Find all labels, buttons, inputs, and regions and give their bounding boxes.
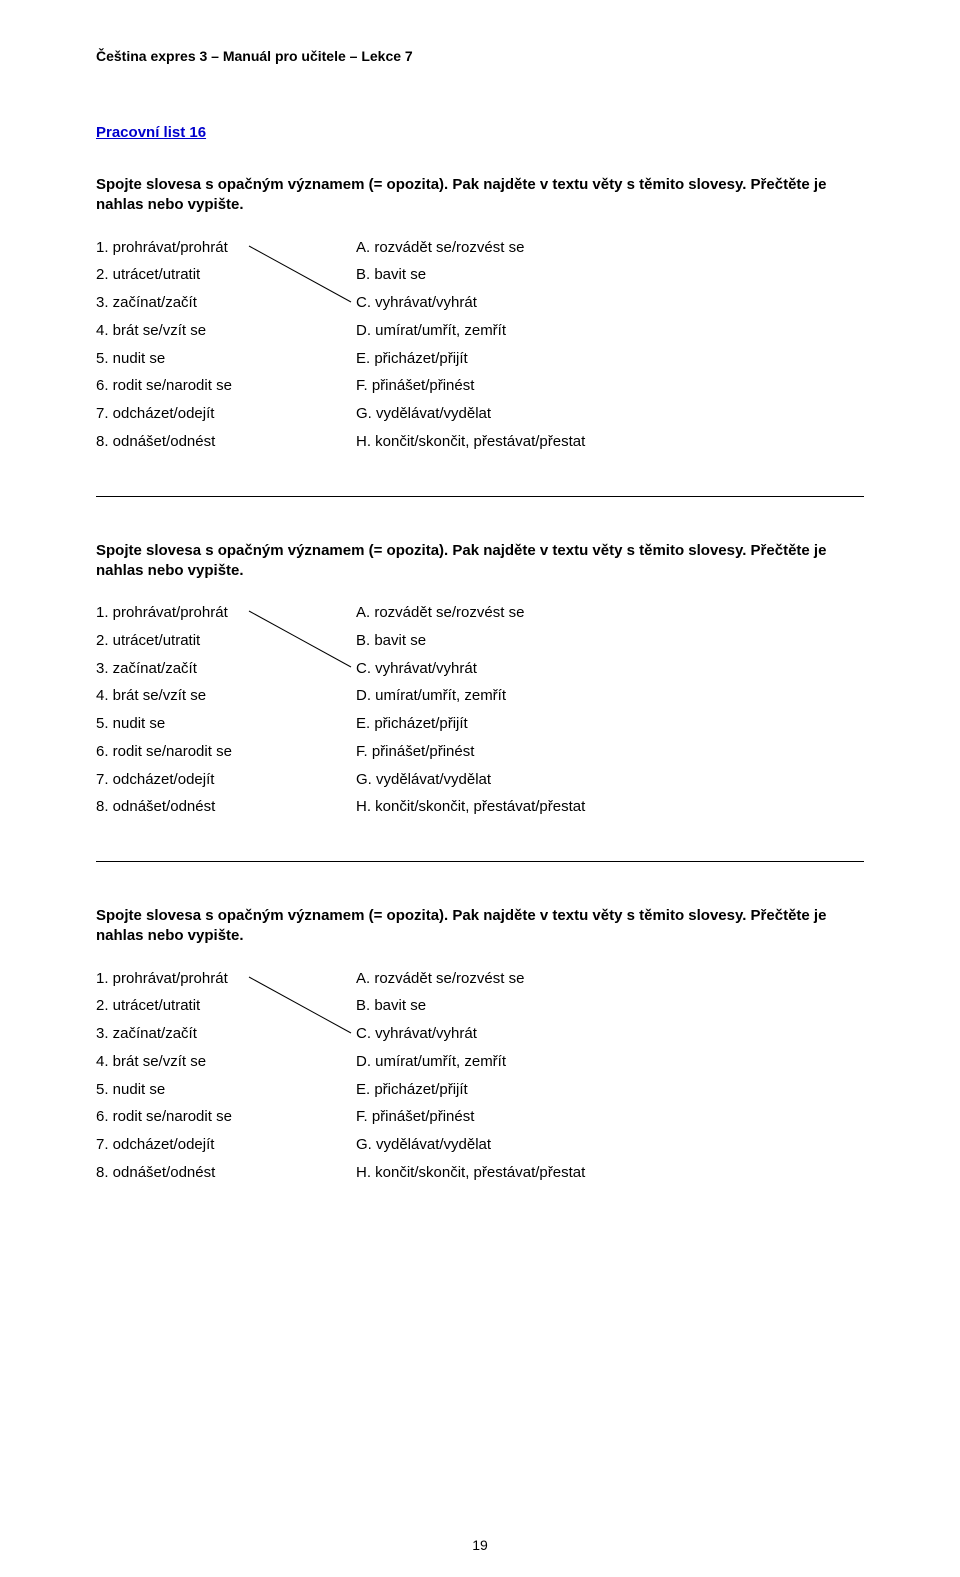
left-item: 2. utrácet/utratit [96, 627, 356, 655]
right-item: E. přicházet/přijít [356, 1076, 864, 1104]
right-item: A. rozvádět se/rozvést se [356, 234, 864, 262]
left-item: 4. brát se/vzít se [96, 1048, 356, 1076]
left-item: 7. odcházet/odejít [96, 400, 356, 428]
left-item: 3. začínat/začít [96, 655, 356, 683]
page-number: 19 [0, 1537, 960, 1553]
right-item: E. přicházet/přijít [356, 710, 864, 738]
left-item: 2. utrácet/utratit [96, 992, 356, 1020]
left-item: 4. brát se/vzít se [96, 682, 356, 710]
right-item: E. přicházet/přijít [356, 345, 864, 373]
right-item: G. vydělávat/vydělat [356, 766, 864, 794]
exercise-block-1: 1. prohrávat/prohrátA. rozvádět se/rozvé… [96, 234, 864, 456]
left-item: 8. odnášet/odnést [96, 1159, 356, 1187]
right-item: D. umírat/umřít, zemřít [356, 1048, 864, 1076]
left-item: 8. odnášet/odnést [96, 793, 356, 821]
left-item: 1. prohrávat/prohrát [96, 234, 356, 262]
instructions-3: Spojte slovesa s opačným významem (= opo… [96, 906, 864, 947]
right-item: H. končit/skončit, přestávat/přestat [356, 428, 864, 456]
left-item: 1. prohrávat/prohrát [96, 965, 356, 993]
left-item: 5. nudit se [96, 1076, 356, 1104]
right-item: H. končit/skončit, přestávat/přestat [356, 1159, 864, 1187]
right-item: H. končit/skončit, přestávat/přestat [356, 793, 864, 821]
instructions-2: Spojte slovesa s opačným významem (= opo… [96, 541, 864, 582]
divider-1 [96, 496, 864, 497]
right-item: C. vyhrávat/vyhrát [356, 655, 864, 683]
left-item: 5. nudit se [96, 710, 356, 738]
right-item: F. přinášet/přinést [356, 372, 864, 400]
left-item: 8. odnášet/odnést [96, 428, 356, 456]
exercise-block-2: 1. prohrávat/prohrátA. rozvádět se/rozvé… [96, 599, 864, 821]
right-item: C. vyhrávat/vyhrát [356, 289, 864, 317]
right-item: F. přinášet/přinést [356, 1103, 864, 1131]
right-item: A. rozvádět se/rozvést se [356, 599, 864, 627]
left-item: 6. rodit se/narodit se [96, 738, 356, 766]
right-item: B. bavit se [356, 627, 864, 655]
right-item: G. vydělávat/vydělat [356, 1131, 864, 1159]
left-item: 2. utrácet/utratit [96, 261, 356, 289]
exercise-block-3: 1. prohrávat/prohrátA. rozvádět se/rozvé… [96, 965, 864, 1187]
right-item: D. umírat/umřít, zemřít [356, 317, 864, 345]
right-item: B. bavit se [356, 261, 864, 289]
left-item: 3. začínat/začít [96, 1020, 356, 1048]
left-item: 3. začínat/začít [96, 289, 356, 317]
doc-header: Čeština expres 3 – Manuál pro učitele – … [96, 48, 864, 64]
right-item: G. vydělávat/vydělat [356, 400, 864, 428]
right-item: D. umírat/umřít, zemřít [356, 682, 864, 710]
right-item: F. přinášet/přinést [356, 738, 864, 766]
right-item: C. vyhrávat/vyhrát [356, 1020, 864, 1048]
page: Čeština expres 3 – Manuál pro učitele – … [0, 0, 960, 1577]
right-item: B. bavit se [356, 992, 864, 1020]
left-item: 6. rodit se/narodit se [96, 372, 356, 400]
instructions-1: Spojte slovesa s opačným významem (= opo… [96, 175, 864, 216]
left-item: 1. prohrávat/prohrát [96, 599, 356, 627]
left-item: 5. nudit se [96, 345, 356, 373]
left-item: 4. brát se/vzít se [96, 317, 356, 345]
right-item: A. rozvádět se/rozvést se [356, 965, 864, 993]
left-item: 7. odcházet/odejít [96, 766, 356, 794]
left-item: 6. rodit se/narodit se [96, 1103, 356, 1131]
left-item: 7. odcházet/odejít [96, 1131, 356, 1159]
divider-2 [96, 861, 864, 862]
worksheet-title: Pracovní list 16 [96, 124, 864, 141]
